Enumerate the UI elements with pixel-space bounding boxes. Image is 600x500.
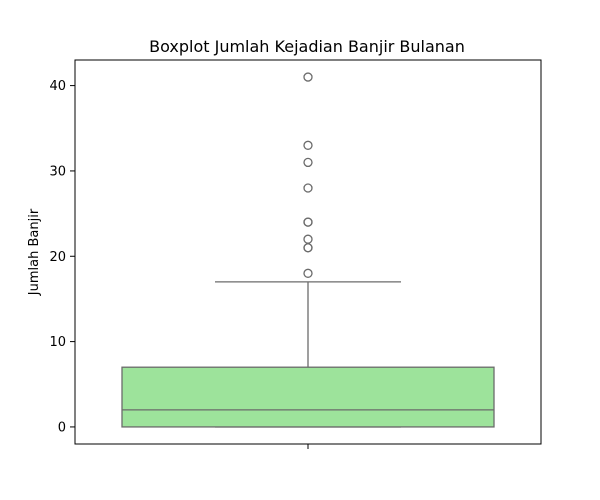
outlier-point — [303, 217, 313, 227]
outlier-point — [303, 234, 313, 244]
y-axis-label: Jumlah Banjir — [27, 208, 42, 296]
y-tick-label: 20 — [49, 250, 66, 265]
y-tick-label: 0 — [58, 420, 66, 435]
outlier-point — [303, 183, 313, 193]
chart-title: Boxplot Jumlah Kejadian Banjir Bulanan — [149, 37, 465, 56]
y-tick-label: 30 — [49, 164, 66, 179]
y-tick-label: 40 — [49, 79, 66, 94]
outlier-point — [303, 268, 313, 278]
chart-marks — [121, 72, 495, 428]
axes-frame: 0 10 20 30 40 — [49, 59, 542, 449]
y-tick-label: 10 — [49, 335, 66, 350]
outlier-point — [303, 140, 313, 150]
outlier-point — [303, 157, 313, 168]
outlier-point — [303, 72, 313, 82]
box-iqr — [121, 366, 495, 428]
outlier-point — [303, 243, 313, 253]
